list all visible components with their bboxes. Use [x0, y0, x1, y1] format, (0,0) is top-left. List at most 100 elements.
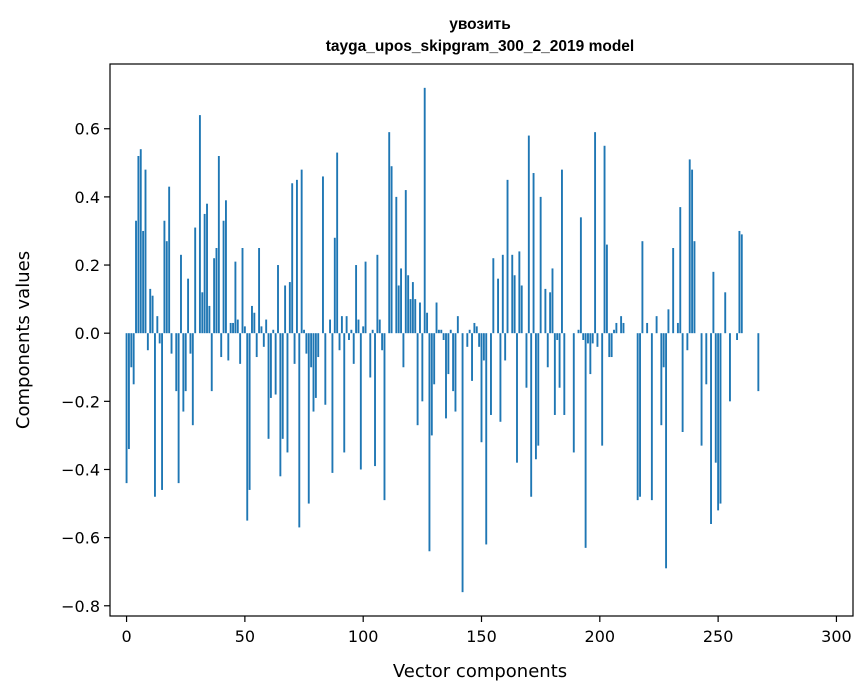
- bar: [719, 333, 722, 504]
- bar: [139, 149, 142, 334]
- bar: [416, 333, 419, 426]
- bar: [352, 333, 355, 364]
- bar: [303, 329, 305, 334]
- y-tick-label: 0.4: [75, 188, 100, 207]
- chart-title: увозить: [449, 16, 511, 33]
- y-tick-label: 0.0: [75, 324, 100, 343]
- bar: [298, 333, 301, 528]
- bar: [336, 152, 339, 334]
- bar: [518, 251, 521, 334]
- bar: [610, 333, 613, 358]
- bar: [620, 316, 623, 334]
- bar: [596, 333, 599, 347]
- bar: [501, 254, 504, 334]
- bar: [291, 183, 294, 334]
- bar: [220, 333, 223, 358]
- bar: [286, 333, 289, 453]
- bar: [504, 333, 507, 361]
- bar: [461, 333, 464, 593]
- bar: [232, 322, 234, 334]
- bar: [234, 261, 237, 334]
- bar: [589, 333, 592, 375]
- bar: [288, 282, 291, 334]
- bar: [194, 227, 197, 334]
- bar: [717, 333, 720, 511]
- bar: [740, 234, 743, 334]
- bar: [229, 322, 232, 334]
- bar: [371, 329, 374, 334]
- bar: [262, 333, 265, 347]
- bar: [210, 333, 213, 392]
- bar: [579, 217, 582, 334]
- y-tick-label: 0.6: [75, 120, 100, 139]
- x-tick-label: 100: [348, 627, 379, 646]
- bar: [423, 87, 426, 334]
- bar: [355, 265, 358, 334]
- bar: [293, 333, 296, 364]
- bar: [314, 333, 317, 398]
- bar: [672, 248, 675, 334]
- bar: [710, 333, 712, 524]
- bar: [409, 299, 412, 334]
- bar: [222, 220, 225, 334]
- bar: [667, 309, 670, 334]
- y-tick-label: 0.2: [75, 256, 100, 275]
- bar: [705, 333, 708, 385]
- y-axis: −0.8 −0.6 −0.4 −0.2 0.0 0.2 0.4 0.6: [61, 120, 110, 616]
- bar: [655, 316, 658, 334]
- bar: [241, 248, 244, 334]
- bar: [206, 203, 208, 334]
- bar: [348, 333, 350, 340]
- bar: [397, 285, 400, 334]
- bar: [357, 319, 360, 334]
- bar: [135, 220, 137, 334]
- bar: [714, 333, 717, 463]
- bar: [281, 333, 284, 439]
- bar: [191, 333, 194, 426]
- bar: [485, 333, 488, 545]
- bar: [646, 322, 649, 334]
- bar: [402, 333, 405, 368]
- bar: [407, 275, 410, 334]
- bar: [587, 333, 589, 344]
- bar: [182, 333, 185, 412]
- bar: [189, 333, 192, 354]
- bar: [442, 333, 445, 340]
- bar: [558, 333, 561, 388]
- bar: [478, 333, 481, 347]
- bar: [449, 329, 452, 334]
- bar: [466, 333, 469, 347]
- x-axis: 0 50 100 150 200 250 300: [121, 616, 852, 646]
- bar: [556, 333, 559, 340]
- bar: [300, 169, 303, 334]
- bar: [236, 319, 239, 334]
- bar: [430, 333, 433, 436]
- bar: [307, 333, 310, 504]
- bar: [253, 312, 256, 334]
- y-axis-label: Components values: [13, 251, 34, 429]
- y-tick-label: −0.6: [61, 529, 100, 548]
- bar: [613, 329, 615, 334]
- bar: [390, 166, 393, 334]
- bar: [203, 213, 206, 334]
- bar: [364, 261, 367, 334]
- bar: [660, 333, 663, 426]
- bar: [177, 333, 180, 484]
- bar: [475, 326, 478, 334]
- bar: [530, 333, 533, 497]
- bar: [404, 190, 407, 334]
- bar: [561, 169, 563, 334]
- bar: [615, 322, 618, 334]
- bar: [594, 132, 597, 334]
- bar: [277, 265, 279, 334]
- bar: [757, 333, 760, 392]
- x-tick-label: 150: [466, 627, 497, 646]
- bar: [274, 333, 277, 395]
- bar: [681, 333, 684, 432]
- bar: [260, 326, 263, 334]
- bar: [584, 333, 587, 548]
- bar: [729, 333, 731, 402]
- bar: [343, 333, 346, 453]
- y-tick-label: −0.2: [61, 392, 100, 411]
- bar: [636, 333, 639, 501]
